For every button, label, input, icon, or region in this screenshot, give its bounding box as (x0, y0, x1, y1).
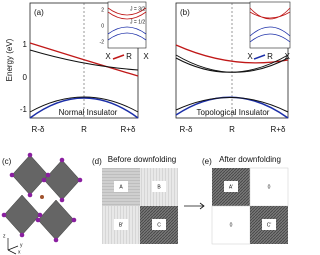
axis-label: x (18, 249, 21, 255)
arrow (184, 202, 205, 210)
panel-c: (c) z y x (1, 152, 83, 255)
y-tick-label: 1 (23, 40, 28, 49)
x-tick-label: R-δ (180, 125, 193, 134)
caption: Normal Insulator (59, 108, 118, 117)
panel-label: (d) (92, 157, 102, 166)
band (29, 97, 139, 119)
block-label: 0 (268, 184, 271, 190)
annotation: J = 1/2 (130, 19, 145, 25)
inset-x-label: X (247, 52, 253, 61)
block-label: C (157, 222, 161, 228)
inset-x-label: R (267, 52, 273, 61)
panel-title: After downfolding (219, 155, 281, 164)
inset-band (107, 26, 147, 41)
panel-label: (b) (180, 8, 190, 17)
inset-frame (249, 1, 291, 49)
x-tick-label: R (81, 125, 87, 134)
atoms (1, 152, 83, 243)
inset-segment (253, 54, 266, 60)
center-atom (40, 195, 44, 199)
inset-segment (112, 54, 125, 60)
panel-e: (e) After downfolding A' 0 0 C' (202, 155, 289, 245)
matrix-block (249, 167, 289, 207)
label-boxes (224, 181, 276, 230)
panel-label: (a) (34, 8, 44, 17)
inset-tick-label: 2 (101, 7, 104, 13)
panel-a: (a) Energy (eV) 1 0 -1 R-δ R R+δ Normal … (5, 1, 149, 134)
annotation: J = 3/2 (130, 6, 145, 12)
axis-label: z (3, 233, 6, 239)
x-tick-label: R (229, 125, 235, 134)
block-label: 0 (230, 222, 233, 228)
band (29, 96, 139, 113)
figure: (a) Energy (eV) 1 0 -1 R-δ R R+δ Normal … (1, 1, 291, 255)
panel-label: (e) (202, 157, 212, 166)
panel-label: (c) (2, 157, 12, 166)
block-label: A' (229, 184, 233, 190)
inset-band (249, 7, 291, 20)
band (175, 54, 289, 73)
band (175, 97, 289, 113)
panel-b: (b) R-δ R R+δ Topological Insulator X R … (175, 1, 291, 134)
x-tick-label: R+δ (271, 125, 286, 134)
inset-x-label: X (285, 52, 291, 61)
label-boxes (114, 181, 166, 230)
block-label: C' (267, 222, 272, 228)
inset-band (249, 26, 291, 43)
inset-frame (107, 1, 147, 49)
block-label: B' (119, 222, 123, 228)
inset-tick-label: 0 (101, 23, 104, 29)
page: (a) Energy (eV) 1 0 -1 R-δ R R+δ Normal … (1, 1, 291, 255)
x-tick-label: R-δ (32, 125, 45, 134)
panel-d: (d) Before downfolding A B B' C (92, 155, 205, 244)
x-tick-label: R+δ (121, 125, 136, 134)
band (29, 42, 139, 77)
block-label: A (119, 184, 123, 190)
band (29, 49, 139, 71)
inset-x-label: X (143, 52, 149, 61)
inset-x-label: R (126, 52, 132, 61)
panel-title: Before downfolding (108, 155, 177, 164)
inset-tick-label: -2 (100, 39, 105, 45)
axis-label: y (20, 242, 23, 248)
block-label: B (157, 184, 161, 190)
octahedra (3, 154, 81, 241)
caption: Topological Insulator (197, 108, 270, 117)
axis-arrows (7, 238, 19, 255)
inset-x-label: X (105, 52, 111, 61)
y-tick-label: 0 (23, 73, 28, 82)
inset-band (107, 7, 147, 20)
y-axis-label: Energy (eV) (5, 38, 14, 81)
y-tick-label: -1 (20, 105, 28, 114)
